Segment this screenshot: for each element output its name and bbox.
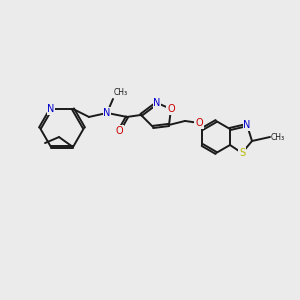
Text: N: N: [103, 108, 111, 118]
Text: CH₃: CH₃: [271, 133, 285, 142]
Text: S: S: [239, 148, 245, 158]
Text: N: N: [243, 120, 251, 130]
Text: N: N: [153, 98, 161, 108]
Text: O: O: [167, 104, 175, 114]
Text: O: O: [115, 126, 123, 136]
Text: O: O: [195, 118, 203, 128]
Text: N: N: [47, 104, 55, 114]
Text: CH₃: CH₃: [114, 88, 128, 97]
